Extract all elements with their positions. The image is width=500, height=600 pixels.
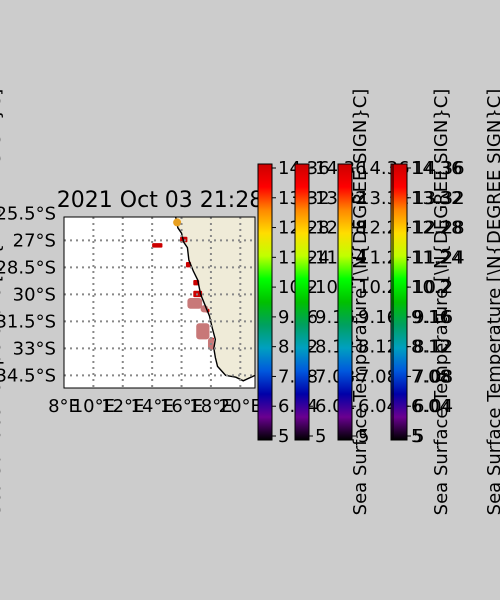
colorbar-tick-label: 11.24 <box>413 247 465 268</box>
lat-tick-label: 34.5°S <box>0 365 56 386</box>
colorbar-tick-label: 7.08 <box>411 366 451 387</box>
colorbar-tick-label: 10.2 <box>358 277 398 298</box>
colorbar-tick-label: 9.16 <box>358 307 398 328</box>
colorbar-tick-label: 6.04 <box>413 396 453 417</box>
colorbar-tick-label: 9.16 <box>411 307 451 328</box>
colorbar-axis-label: Sea Surface Temperature [\N{DEGREE SIGN}… <box>0 89 5 516</box>
colorbar-tick-label: 7.08 <box>413 366 453 387</box>
lat-tick-label: 27°S <box>13 230 56 251</box>
colorbar-axis-label: Sea Surface Temperature [\N{DEGREE SIGN}… <box>431 89 452 516</box>
lon-tick-label: 8°E <box>48 396 80 417</box>
chart-title: 2021 Oct 03 21:28 <box>57 188 263 213</box>
colorbar-tick-label: 13.32 <box>413 188 465 209</box>
lon-tick-label: 18°E <box>189 396 232 417</box>
colorbar-tick-label: 8.12 <box>413 337 453 358</box>
lon-tick-label: 16°E <box>160 396 203 417</box>
station-marker <box>173 218 182 227</box>
colorbar-tick-label: 14.36 <box>411 158 463 179</box>
land-area <box>175 217 255 381</box>
lat-tick-label: 33°S <box>13 338 56 359</box>
colorbar-tick-label: 9.16 <box>413 307 453 328</box>
colorbar-tick-label: 12.28 <box>411 218 463 239</box>
lon-tick-label: 10°E <box>72 396 115 417</box>
colorbar-tick-label: 10.2 <box>411 277 451 298</box>
lat-tick-label: 28.5°S <box>0 257 56 278</box>
colorbar-axis-label: Sea Surface Temperature [\N{DEGREE SIGN}… <box>350 89 371 516</box>
colorbar-tick-label: 5 <box>413 426 424 447</box>
lat-tick-label: 31.5°S <box>0 311 56 332</box>
colorbar-tick-label: 5 <box>358 426 369 447</box>
map-panel: 8°E10°E12°E14°E16°E18°E20°E 25.5°S 27°S 28… <box>0 203 262 417</box>
map-frame <box>63 216 256 389</box>
colorbar-tick-label: 10.2 <box>413 277 453 298</box>
colorbar-gradient <box>257 163 273 441</box>
colorbar-tick-label: 14.36 <box>413 158 465 179</box>
colorbar-tick-label: 8.12 <box>411 337 451 358</box>
colorbar-tick-label: 8.12 <box>358 337 398 358</box>
coastline <box>174 217 255 382</box>
sst-pixel-patch <box>152 243 163 248</box>
colorbar-gradient <box>392 163 408 441</box>
colorbar-tick-label: 6.04 <box>358 396 398 417</box>
lon-tick-label: 12°E <box>101 396 144 417</box>
colorbar-tick-label: 5 <box>278 426 289 447</box>
lat-tick-label: 30°S <box>13 284 56 305</box>
colorbar-tick-label: 7.08 <box>358 366 398 387</box>
colorbar-tick-label: 5 <box>411 426 422 447</box>
colorbar-tick-label: 13.32 <box>411 188 463 209</box>
flagged-pixel-patch <box>187 298 203 309</box>
colorbar-tick-label: 6.04 <box>411 396 451 417</box>
colorbar: 5 6.04 7.08 8.12 9.16 10.2 11.24 12.28 13.32 14.3… <box>392 89 500 516</box>
flagged-pixel-patch <box>196 323 210 340</box>
colorbar-axis-label: Sea Surface Temperature [\N{DEGREE SIGN}… <box>484 89 500 516</box>
lon-tick-label: 14°E <box>131 396 174 417</box>
lat-tick-label: 25.5°S <box>0 203 56 224</box>
colorbar-tick-label: 12.28 <box>413 218 465 239</box>
colorbar-gradient <box>337 163 353 441</box>
colorbar-tick-label: 5 <box>315 426 326 447</box>
lon-tick-label: 20°E <box>219 396 262 417</box>
colorbar-tick-label: 11.24 <box>411 247 463 268</box>
colorbar-gradient <box>294 163 310 441</box>
